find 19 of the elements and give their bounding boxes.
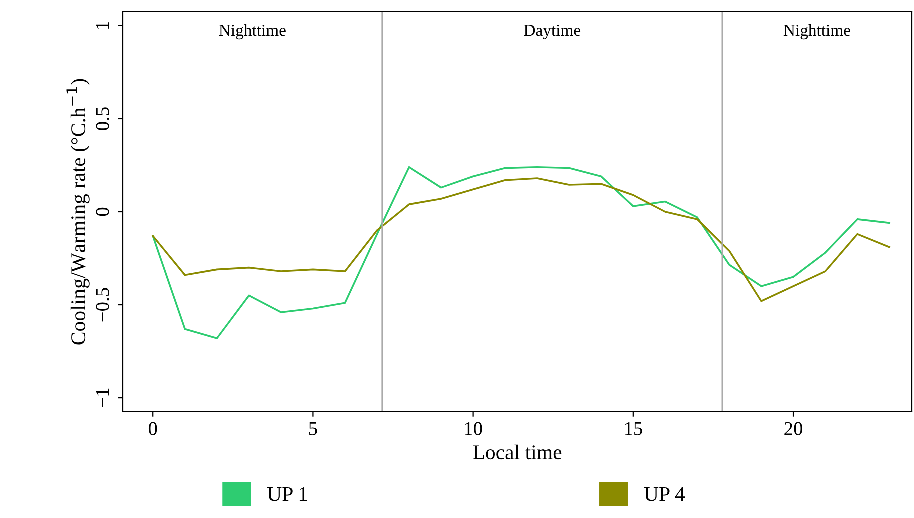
legend-label: UP 1 [268,487,308,502]
y-axis-title: Cooling/Warming rate (°C.h$^{−1}$) [66,79,90,345]
x-tick-label: 15 [625,422,642,436]
annotation: Daytime [524,24,581,40]
annotation: Nighttime [219,24,286,40]
y-tick-label: −0.5 [96,288,110,322]
x-tick-label: 0 [148,422,158,436]
line-series [152,178,890,302]
y-tick-label: −1 [96,388,110,408]
x-axis-title: Local time [473,444,562,460]
y-tick-label: 1 [96,22,110,30]
y-tick-label: 0.5 [96,108,110,130]
x-tick-label: 10 [465,422,482,436]
x-tick-label: 5 [309,422,318,436]
annotation: Nighttime [784,24,850,40]
line-series [152,166,890,340]
x-tick-label: 20 [784,422,803,436]
y-tick-label: 0 [96,208,110,216]
legend-label: UP 4 [644,487,686,502]
